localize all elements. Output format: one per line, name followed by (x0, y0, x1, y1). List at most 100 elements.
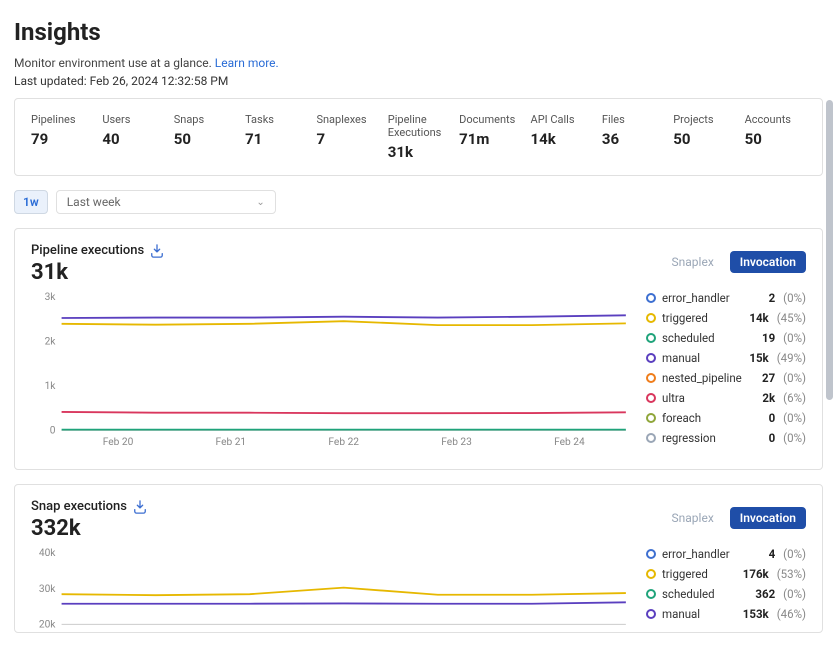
legend-label: foreach (662, 411, 763, 425)
stat-label: Snaps (174, 113, 235, 126)
svg-text:Feb 23: Feb 23 (441, 437, 472, 448)
range-select-label: Last week (67, 195, 121, 209)
legend-value: 153k (743, 607, 769, 621)
page-subtitle: Monitor environment use at a glance. Lea… (14, 56, 823, 70)
legend-swatch (646, 293, 656, 303)
legend-label: triggered (662, 311, 743, 325)
stat-label: Files (602, 113, 663, 126)
stat-label: API Calls (531, 113, 592, 126)
page-title: Insights (14, 18, 823, 46)
chart2-title: Snap executions (31, 499, 127, 514)
legend-label: error_handler (662, 547, 763, 561)
legend-label: nested_pipeline (662, 371, 756, 385)
chart2-legend: error_handler 4 (0%) triggered 176k (53%… (646, 547, 806, 628)
range-select[interactable]: Last week ⌄ (56, 190, 276, 214)
legend-swatch (646, 433, 656, 443)
tab-snaplex[interactable]: Snaplex (662, 507, 724, 529)
legend-item-manual[interactable]: manual 153k (46%) (646, 607, 806, 621)
svg-text:Feb 20: Feb 20 (103, 437, 134, 448)
legend-pct: (0%) (783, 547, 806, 561)
legend-item-ultra[interactable]: ultra 2k (6%) (646, 391, 806, 405)
legend-value: 176k (743, 567, 769, 581)
stat-value: 79 (31, 130, 92, 148)
legend-value: 2 (769, 291, 776, 305)
stat-label: Projects (673, 113, 734, 126)
legend-swatch (646, 333, 656, 343)
legend-pct: (6%) (783, 391, 806, 405)
stat-accounts: Accounts50 (745, 113, 806, 161)
legend-label: regression (662, 431, 763, 445)
legend-value: 0 (769, 431, 776, 445)
legend-item-triggered[interactable]: triggered 14k (45%) (646, 311, 806, 325)
legend-label: manual (662, 607, 737, 621)
stat-label: Pipelines (31, 113, 92, 126)
legend-item-error_handler[interactable]: error_handler 4 (0%) (646, 547, 806, 561)
chart2-value: 332k (31, 516, 147, 541)
svg-text:0: 0 (50, 426, 56, 437)
stat-label: Pipeline Executions (388, 113, 449, 139)
stat-users: Users 40 (102, 113, 163, 161)
stat-pipeline-executions: Pipeline Executions 31k (388, 113, 449, 161)
legend-value: 15k (749, 351, 768, 365)
legend-swatch (646, 313, 656, 323)
legend-value: 14k (749, 311, 768, 325)
chart1-value: 31k (31, 260, 164, 285)
stat-value: 50 (673, 130, 734, 148)
legend-swatch (646, 549, 656, 559)
tab-snaplex[interactable]: Snaplex (662, 251, 724, 273)
svg-text:40k: 40k (39, 548, 56, 559)
legend-item-regression[interactable]: regression 0 (0%) (646, 431, 806, 445)
legend-pct: (0%) (783, 587, 806, 601)
legend-swatch (646, 609, 656, 619)
subtitle-text: Monitor environment use at a glance. (14, 56, 215, 70)
stat-label: Users (102, 113, 163, 126)
stat-pipelines: Pipelines 79 (31, 113, 92, 161)
legend-item-triggered[interactable]: triggered 176k (53%) (646, 567, 806, 581)
stat-snaps: Snaps 50 (174, 113, 235, 161)
scrollbar[interactable] (826, 100, 833, 400)
legend-item-manual[interactable]: manual 15k (49%) (646, 351, 806, 365)
learn-more-link[interactable]: Learn more. (215, 56, 279, 70)
legend-swatch (646, 413, 656, 423)
svg-text:2k: 2k (45, 337, 57, 348)
stats-card: Pipelines79Users40Snaps50Tasks71Snaplexe… (14, 98, 823, 176)
stat-label: Accounts (745, 113, 806, 126)
tab-invocation[interactable]: Invocation (730, 507, 806, 529)
chart1-legend: error_handler 2 (0%) triggered 14k (45%)… (646, 291, 806, 451)
legend-pct: (45%) (777, 311, 806, 325)
download-icon[interactable] (150, 244, 164, 258)
legend-value: 362 (755, 587, 775, 601)
legend-swatch (646, 373, 656, 383)
legend-item-foreach[interactable]: foreach 0 (0%) (646, 411, 806, 425)
last-updated: Last updated: Feb 26, 2024 12:32:58 PM (14, 74, 823, 88)
stat-value: 71m (459, 130, 520, 148)
svg-text:20k: 20k (39, 619, 56, 628)
stat-documents: Documents 71m (459, 113, 520, 161)
stat-value: 40 (102, 130, 163, 148)
legend-item-scheduled[interactable]: scheduled 19 (0%) (646, 331, 806, 345)
legend-swatch (646, 569, 656, 579)
svg-text:1k: 1k (45, 381, 57, 392)
tab-invocation[interactable]: Invocation (730, 251, 806, 273)
chart2-plot: 20k30k40k (31, 547, 632, 628)
legend-item-error_handler[interactable]: error_handler 2 (0%) (646, 291, 806, 305)
legend-pct: (49%) (777, 351, 806, 365)
range-chip-1w[interactable]: 1w (14, 190, 48, 214)
download-icon[interactable] (133, 500, 147, 514)
legend-item-nested_pipeline[interactable]: nested_pipeline 27 (0%) (646, 371, 806, 385)
stat-value: 50 (174, 130, 235, 148)
svg-text:Feb 24: Feb 24 (554, 437, 585, 448)
legend-pct: (0%) (783, 371, 806, 385)
legend-item-scheduled[interactable]: scheduled 362 (0%) (646, 587, 806, 601)
legend-label: ultra (662, 391, 756, 405)
stat-value: 31k (388, 143, 449, 161)
legend-value: 27 (762, 371, 775, 385)
legend-pct: (46%) (777, 607, 806, 621)
legend-pct: (0%) (783, 331, 806, 345)
stat-label: Documents (459, 113, 520, 126)
stat-label: Tasks (245, 113, 306, 126)
legend-label: scheduled (662, 587, 749, 601)
snap-executions-card: Snap executions 332k Snaplex Invocation … (14, 484, 823, 633)
legend-label: scheduled (662, 331, 756, 345)
chart1-title: Pipeline executions (31, 243, 144, 258)
